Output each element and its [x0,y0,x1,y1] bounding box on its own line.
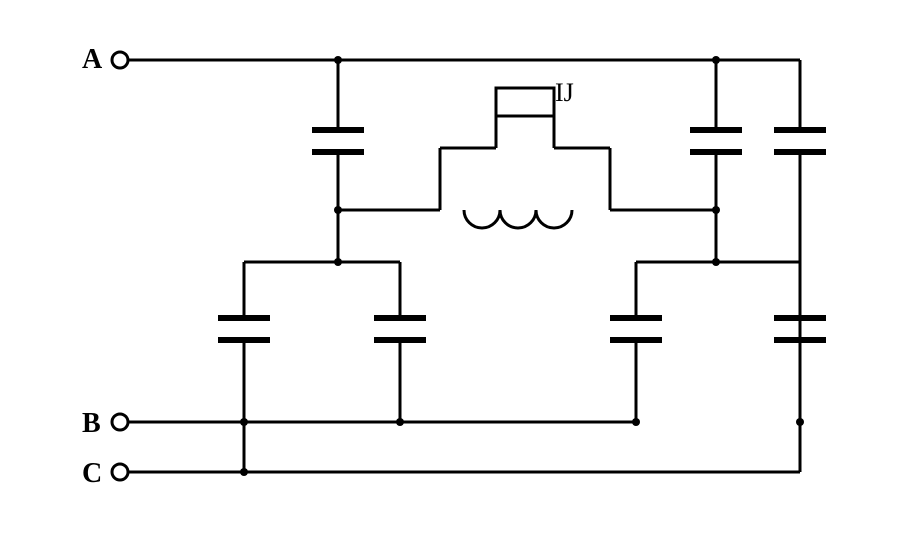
relay-label: IJ [555,78,574,108]
terminal-a [112,52,128,68]
circuit-diagram [0,0,911,539]
terminal-label-c: C [82,458,102,490]
terminal-label-b: B [82,408,101,440]
terminal-label-a: A [82,44,102,76]
terminal-b [112,414,128,430]
terminal-c [112,464,128,480]
